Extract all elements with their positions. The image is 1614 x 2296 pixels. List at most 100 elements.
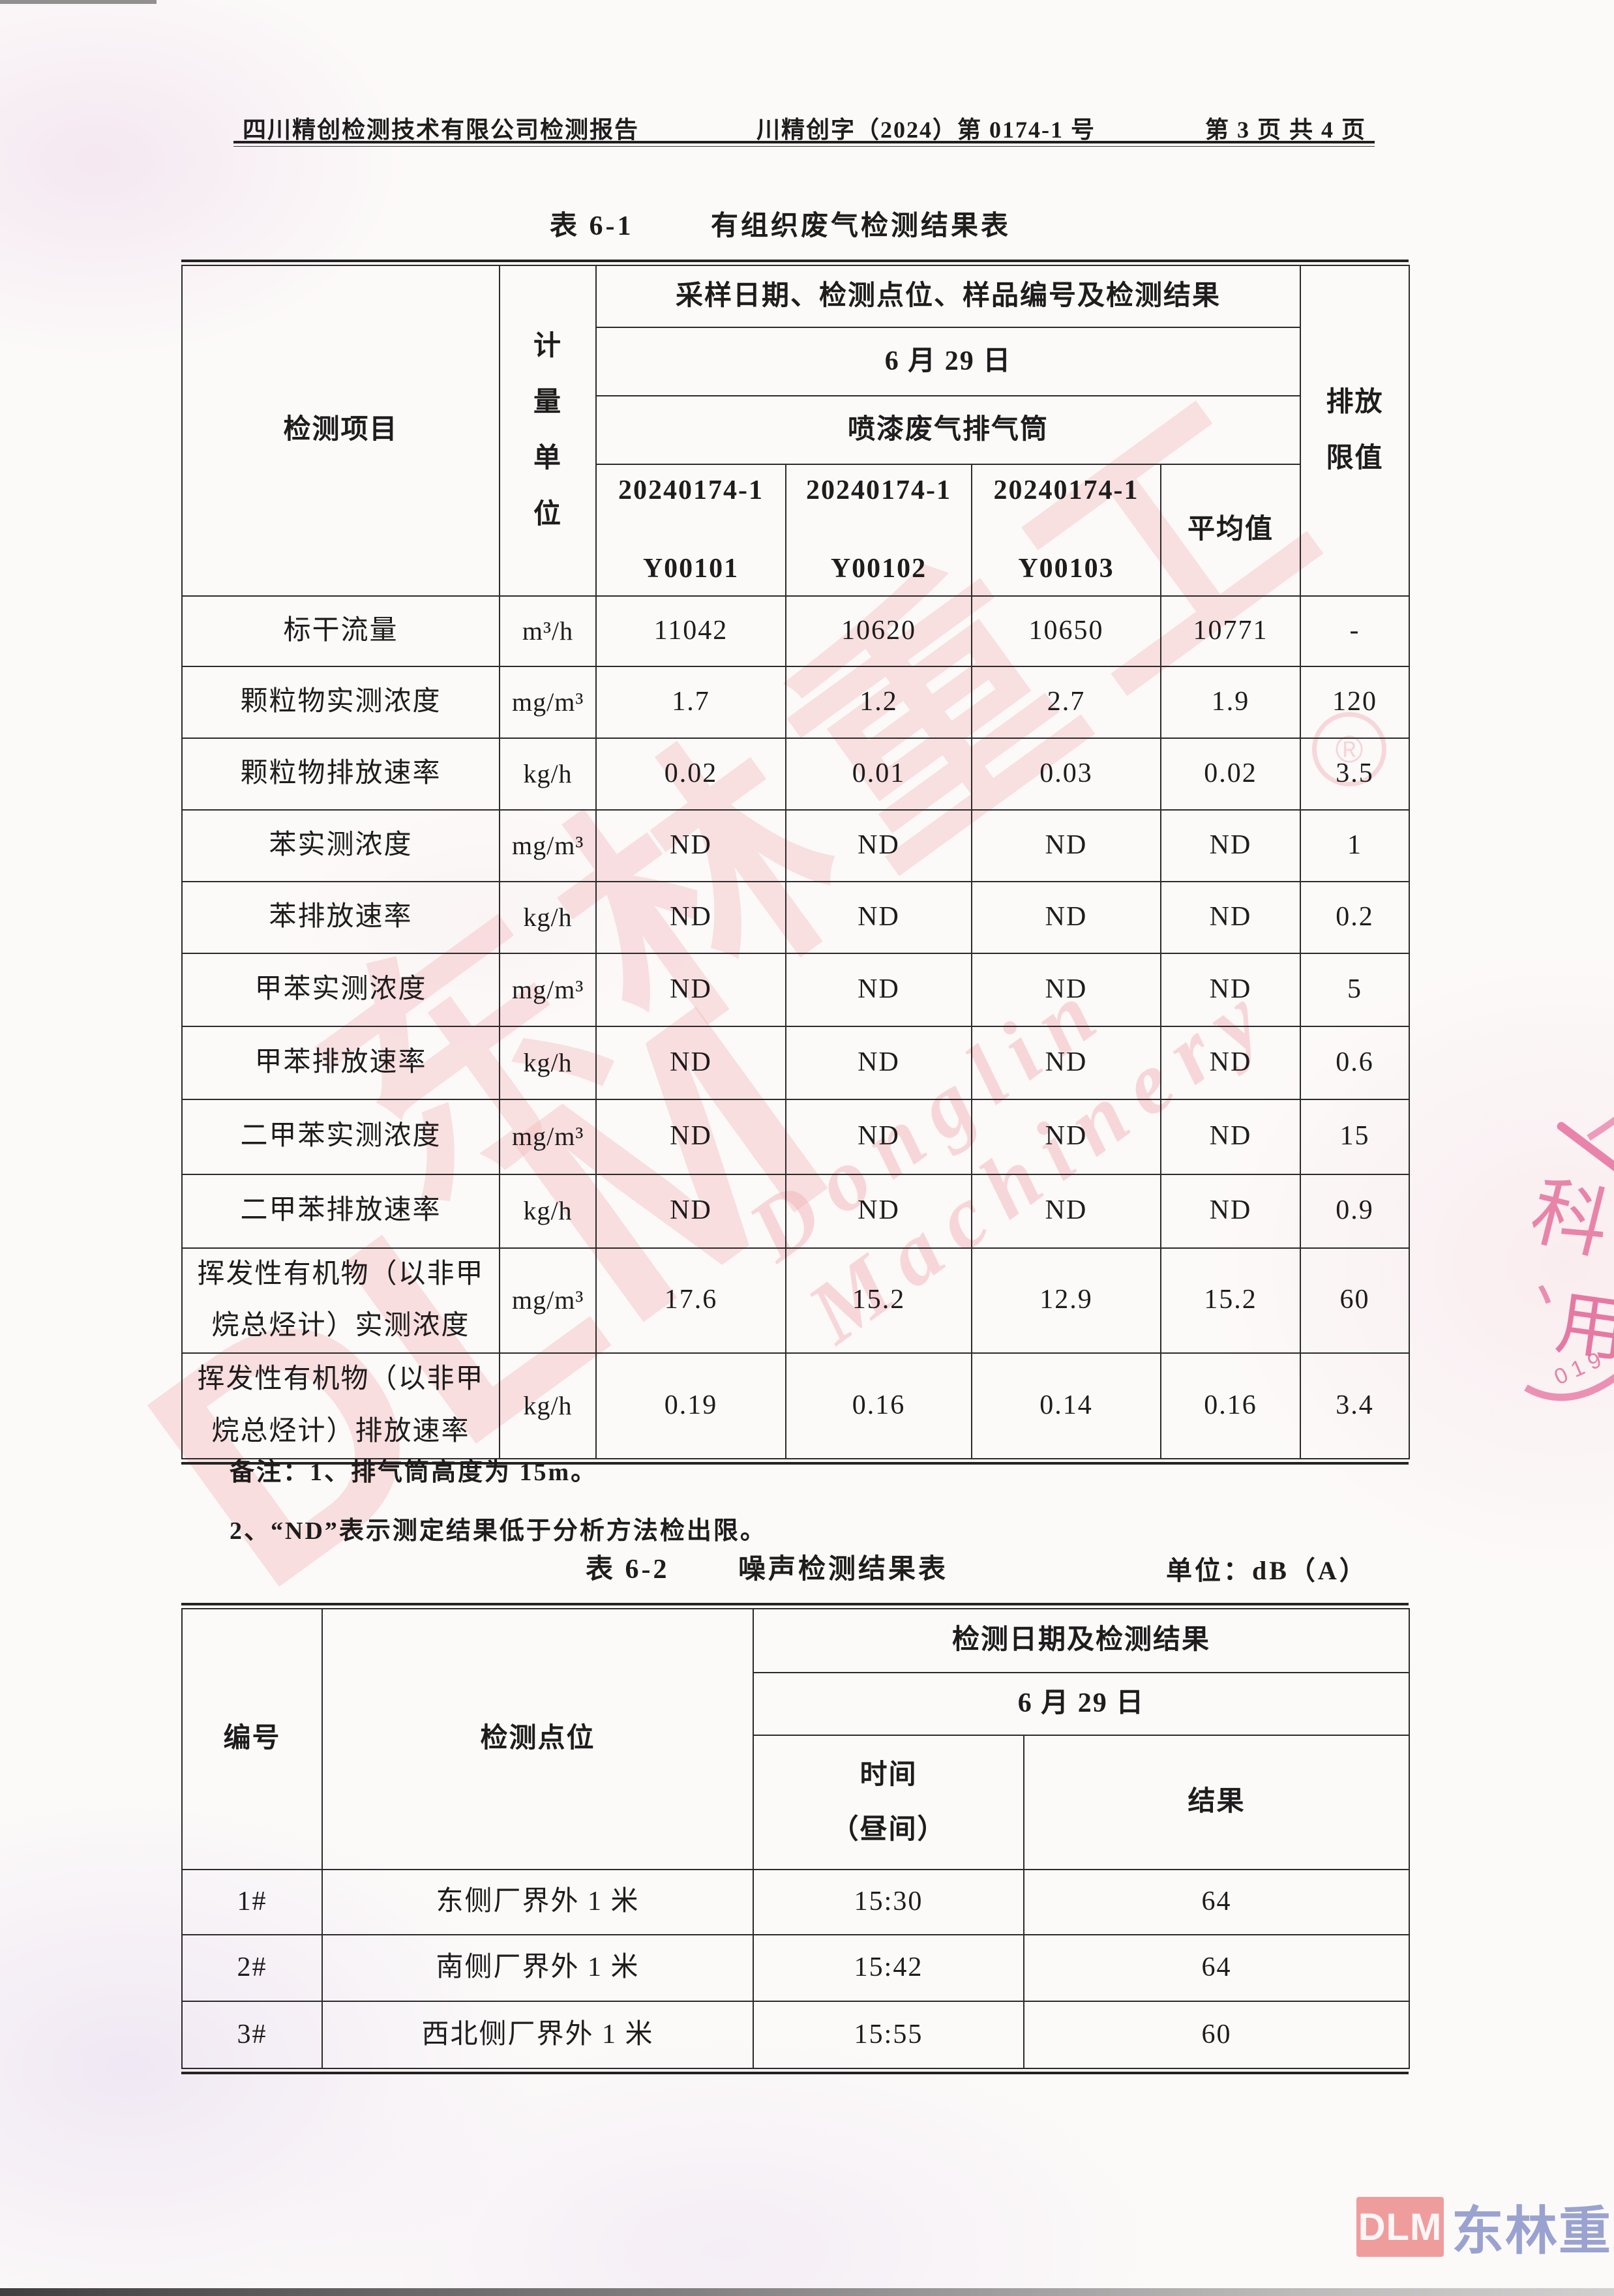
t1-cell-item: 苯实测浓度	[181, 809, 500, 882]
t1-cell-item: 挥发性有机物（以非甲烷总烃计）排放速率	[181, 1352, 500, 1459]
t2-cell-time: 15:55	[753, 2001, 1024, 2069]
report-header-company: 四川精创检测技术有限公司检测报告	[243, 117, 640, 143]
footer-company-wordmark: 东林重工	[1452, 2202, 1614, 2260]
t1-cell-item: 挥发性有机物（以非甲烷总烃计）实测浓度	[181, 1247, 500, 1354]
t2-cell-id: 2#	[181, 1934, 323, 2002]
footer-brand: DLM 东林重工	[1356, 2189, 1614, 2265]
sample-code: 20240174-1	[618, 475, 764, 505]
t1-header-row-2: 6 月 29 日	[182, 327, 1409, 396]
scan-edge-shadow	[0, 2288, 1614, 2296]
t1-head-sample-1: 20240174-1 Y00101	[595, 464, 786, 597]
t1-cell-value: 1.2	[785, 665, 972, 739]
table-row: 二甲苯排放速率 kg/h ND ND ND ND 0.9	[181, 1173, 1411, 1249]
t1-cell-limit: 3.5	[1300, 737, 1411, 811]
t1-cell-value: 0.16	[785, 1352, 972, 1459]
t1-cell-limit: 0.2	[1300, 880, 1411, 954]
table-row: 标干流量 m³/h 11042 10620 10650 10771 -	[181, 595, 1411, 667]
t1-cell-value: ND	[785, 1173, 972, 1249]
t2-head-point: 检测点位	[321, 1608, 754, 1870]
t1-cell-value: ND	[785, 880, 972, 954]
seal-char-3: 用	[1551, 1284, 1614, 1371]
t1-cell-value: ND	[971, 1173, 1161, 1249]
t1-cell-value: ND	[595, 880, 786, 954]
report-header-doc-number: 川精创字（2024）第 0174-1 号	[756, 117, 1096, 143]
t2-head-result: 结果	[1023, 1735, 1411, 1870]
t1-cell-limit: 1	[1300, 809, 1411, 882]
sample-id: Y00103	[1018, 553, 1114, 584]
t2-head-time-line1: 时间	[859, 1760, 918, 1790]
table-row: 苯实测浓度 mg/m³ ND ND ND ND 1	[181, 809, 1411, 882]
t1-cell-value: ND	[595, 1098, 786, 1175]
t1-cell-value: 15.2	[785, 1247, 972, 1354]
noise-results-table-wrap: 编号 检测点位 检测日期及检测结果 6 月 29 日 时间 （昼间） 结果 1#…	[181, 1603, 1411, 2074]
table-row: 3# 西北侧厂界外 1 米 15:55 60	[181, 2001, 1411, 2069]
t2-cell-result: 60	[1023, 2001, 1411, 2069]
t1-cell-limit: 15	[1300, 1098, 1411, 1175]
t2-cell-time: 15:42	[753, 1934, 1024, 2002]
exhaust-gas-results-table: 检测项目 计量单位 采样日期、检测点位、样品编号及检测结果 排放限值 6 月 2…	[181, 265, 1411, 1459]
t2-head-date: 6 月 29 日	[752, 1672, 1411, 1736]
table1-title: 有组织废气检测结果表	[711, 211, 1011, 241]
t1-cell-value: 0.03	[971, 737, 1161, 811]
t1-cell-value: 10620	[785, 595, 972, 667]
t1-cell-value: ND	[971, 880, 1161, 954]
t1-cell-limit: 5	[1300, 952, 1411, 1027]
t1-cell-unit: kg/h	[499, 1025, 597, 1100]
t1-cell-value: ND	[971, 809, 1161, 882]
t1-cell-unit: kg/h	[499, 737, 597, 811]
t1-cell-value: 1.7	[595, 665, 786, 739]
seal-stroke	[1555, 1120, 1614, 1194]
t1-cell-avg: 15.2	[1159, 1247, 1302, 1354]
t1-cell-unit: mg/m³	[499, 1098, 597, 1175]
t2-header-row-3: 时间 （昼间） 结果	[182, 1735, 1411, 1870]
table-row: 颗粒物排放速率 kg/h 0.02 0.01 0.03 0.02 3.5	[181, 737, 1411, 811]
t1-header-row-3: 喷漆废气排气筒	[182, 395, 1409, 465]
t1-head-sample-3: 20240174-1 Y00103	[971, 464, 1161, 597]
t2-cell-time: 15:30	[753, 1869, 1024, 1935]
scan-edge-top	[0, 0, 157, 4]
t1-cell-value: ND	[785, 809, 972, 882]
t1-cell-unit: mg/m³	[499, 809, 597, 882]
t1-cell-unit: kg/h	[499, 1173, 597, 1249]
t1-cell-value: 11042	[595, 595, 786, 667]
t1-cell-limit: 60	[1300, 1247, 1411, 1354]
t1-cell-item: 颗粒物实测浓度	[181, 665, 500, 739]
table2-title: 噪声检测结果表	[738, 1555, 949, 1585]
t1-cell-avg: ND	[1159, 1098, 1302, 1175]
table-row: 挥发性有机物（以非甲烷总烃计）排放速率 kg/h 0.19 0.16 0.14 …	[181, 1352, 1411, 1459]
seal-char-1: 科	[1523, 1168, 1614, 1270]
t1-head-point: 喷漆废气排气筒	[595, 395, 1302, 465]
table1-label: 表 6-1	[550, 211, 634, 241]
t1-cell-value: ND	[785, 952, 972, 1027]
exhaust-gas-results-table-wrap: 检测项目 计量单位 采样日期、检测点位、样品编号及检测结果 排放限值 6 月 2…	[181, 260, 1411, 1465]
noise-results-table: 编号 检测点位 检测日期及检测结果 6 月 29 日 时间 （昼间） 结果 1#…	[181, 1608, 1411, 2069]
t1-head-date: 6 月 29 日	[595, 327, 1302, 396]
table-row: 挥发性有机物（以非甲烷总烃计）实测浓度 mg/m³ 17.6 15.2 12.9…	[181, 1247, 1411, 1354]
t1-header-row-4: 20240174-1 Y00101 20240174-1 Y00102 2024…	[182, 464, 1409, 597]
table-row: 二甲苯实测浓度 mg/m³ ND ND ND ND 15	[181, 1098, 1411, 1175]
t1-cell-limit: 3.4	[1300, 1352, 1411, 1459]
t1-cell-value: ND	[785, 1025, 972, 1100]
t1-cell-value: 0.01	[785, 737, 972, 811]
t1-cell-item: 甲苯实测浓度	[181, 952, 500, 1027]
t2-header-row-1: 编号 检测点位 检测日期及检测结果	[181, 1608, 1411, 1870]
sample-code: 20240174-1	[993, 475, 1139, 505]
table-row: 甲苯实测浓度 mg/m³ ND ND ND ND 5	[181, 952, 1411, 1027]
t1-head-unit: 计量单位	[499, 265, 597, 597]
t1-cell-avg: 0.16	[1159, 1352, 1302, 1459]
t1-cell-value: 2.7	[971, 665, 1161, 739]
t2-cell-point: 东侧厂界外 1 米	[321, 1869, 754, 1935]
t1-cell-value: ND	[595, 952, 786, 1027]
seal-char-2: 、	[1527, 1247, 1605, 1328]
t2-cell-point: 南侧厂界外 1 米	[321, 1934, 754, 2002]
t1-head-results: 采样日期、检测点位、样品编号及检测结果	[595, 265, 1302, 328]
t2-head-results: 检测日期及检测结果	[752, 1608, 1411, 1673]
t1-cell-item: 甲苯排放速率	[181, 1025, 500, 1100]
t1-cell-limit: 0.6	[1300, 1025, 1411, 1100]
t1-cell-value: 0.02	[595, 737, 786, 811]
t1-cell-avg: ND	[1159, 952, 1302, 1027]
t1-cell-unit: mg/m³	[499, 952, 597, 1027]
t1-cell-limit: 0.9	[1300, 1173, 1411, 1249]
sample-id: Y00102	[830, 553, 927, 584]
table-row: 2# 南侧厂界外 1 米 15:42 64	[181, 1934, 1411, 2002]
